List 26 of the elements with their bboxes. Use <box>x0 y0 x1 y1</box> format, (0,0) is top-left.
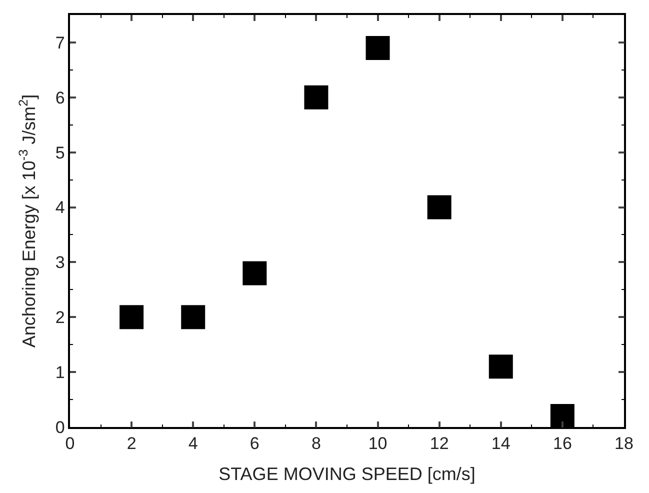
y-tick-label: 0 <box>55 418 65 437</box>
point <box>366 36 390 60</box>
point <box>120 305 144 330</box>
x-tick-label: 4 <box>188 434 198 454</box>
y-tick-label: 6 <box>55 88 65 108</box>
x-tick-label: 6 <box>250 434 260 454</box>
point <box>304 85 328 110</box>
point <box>427 195 452 220</box>
y-tick-label: 5 <box>55 143 65 162</box>
x-tick-label: 16 <box>552 434 572 454</box>
x-tick-label: 18 <box>614 434 634 454</box>
point <box>242 261 267 286</box>
y-tick-label: 7 <box>55 33 65 52</box>
y-tick-label: 2 <box>55 308 65 328</box>
y-tick-label: 1 <box>55 363 65 382</box>
x-tick-label: 14 <box>491 434 510 454</box>
point <box>488 354 513 379</box>
x-tick-label: 12 <box>430 434 449 454</box>
x-tick-label: 2 <box>126 434 136 454</box>
point <box>181 305 206 330</box>
x-tick-label: 10 <box>368 434 388 454</box>
y-tick-label: 4 <box>55 198 65 218</box>
point <box>550 404 574 427</box>
y-tick-label: 3 <box>55 253 65 272</box>
x-axis-title: STAGE MOVING SPEED [cm/s] <box>218 464 476 484</box>
x-tick-label: 8 <box>311 434 321 454</box>
